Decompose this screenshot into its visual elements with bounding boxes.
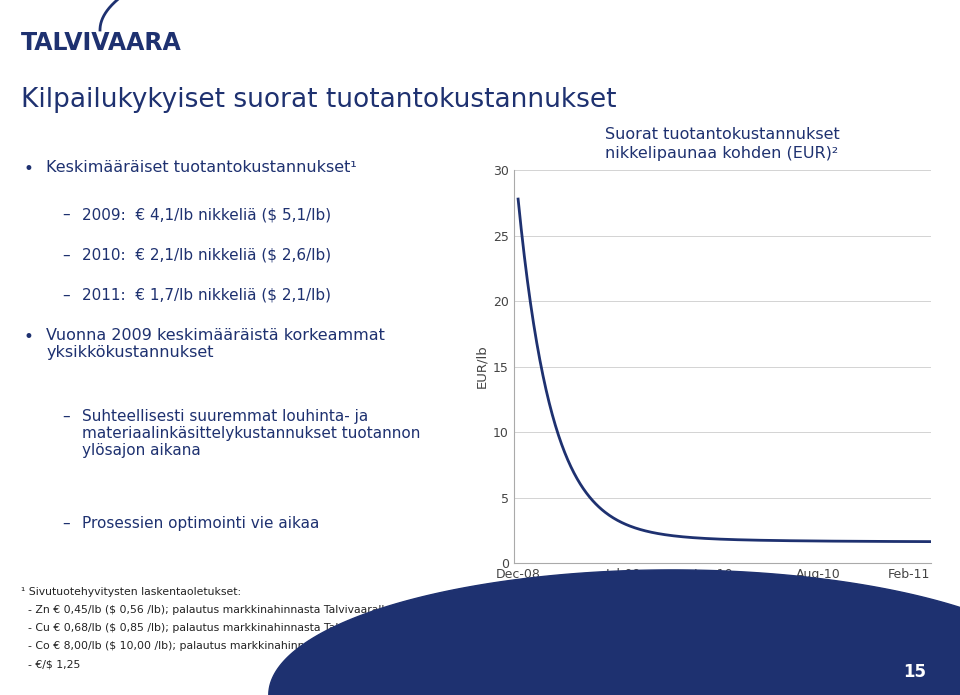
Text: 2010:  € 2,1/lb nikkeliä ($ 2,6/lb): 2010: € 2,1/lb nikkeliä ($ 2,6/lb) [82, 247, 331, 263]
Text: •: • [24, 328, 34, 346]
Text: 15: 15 [903, 663, 926, 681]
Text: TALVIVAARA: TALVIVAARA [21, 31, 181, 56]
Text: ¹ Sivutuotehyvitysten laskentaoletukset:: ¹ Sivutuotehyvitysten laskentaoletukset: [21, 587, 241, 597]
Text: –: – [62, 247, 70, 263]
Text: Keskimääräiset tuotantokustannukset¹: Keskimääräiset tuotantokustannukset¹ [46, 160, 357, 175]
Text: –: – [62, 288, 70, 303]
Text: - Zn € 0,45/lb ($ 0,56 /lb); palautus markkinahinnasta Talvivaaralle 60%: - Zn € 0,45/lb ($ 0,56 /lb); palautus ma… [21, 605, 419, 615]
Text: •: • [24, 160, 34, 178]
Text: –: – [62, 409, 70, 424]
Text: 2011:  € 1,7/lb nikkeliä ($ 2,1/lb): 2011: € 1,7/lb nikkeliä ($ 2,1/lb) [82, 288, 330, 303]
Text: Suorat tuotantokustannukset: Suorat tuotantokustannukset [605, 127, 839, 142]
Text: - Co € 8,00/lb ($ 10,00 /lb); palautus markkinahinnasta Talvivaaralle 59%: - Co € 8,00/lb ($ 10,00 /lb); palautus m… [21, 641, 426, 651]
Text: - €/$ 1,25: - €/$ 1,25 [21, 660, 81, 669]
Text: 2009:  € 4,1/lb nikkeliä ($ 5,1/lb): 2009: € 4,1/lb nikkeliä ($ 5,1/lb) [82, 207, 331, 222]
Text: - Cu € 0,68/lb ($ 0,85 /lb); palautus markkinahinnasta Talvivaaralle 80%: - Cu € 0,68/lb ($ 0,85 /lb); palautus ma… [21, 623, 420, 633]
Text: Vuonna 2009 keskimääräistä korkeammat
yksikkökustannukset: Vuonna 2009 keskimääräistä korkeammat yk… [46, 328, 385, 361]
Text: Kilpailukykyiset suorat tuotantokustannukset: Kilpailukykyiset suorat tuotantokustannu… [21, 87, 616, 113]
Polygon shape [269, 570, 960, 695]
Text: –: – [62, 516, 70, 531]
Text: nikkelipaunaa kohden (EUR)²: nikkelipaunaa kohden (EUR)² [606, 146, 838, 161]
Y-axis label: EUR/lb: EUR/lb [476, 345, 489, 389]
Text: Prosessien optimointi vie aikaa: Prosessien optimointi vie aikaa [82, 516, 319, 531]
Text: ² Mukaanlukien sivutuotehyvitykset ja jalustuskustannukset: ² Mukaanlukien sivutuotehyvitykset ja ja… [523, 623, 849, 633]
Text: –: – [62, 207, 70, 222]
Text: Suhteellisesti suuremmat louhinta- ja
materiaalinkäsittelykustannukset tuotannon: Suhteellisesti suuremmat louhinta- ja ma… [82, 409, 420, 459]
